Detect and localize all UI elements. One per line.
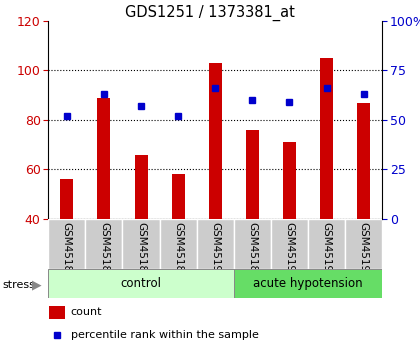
Text: percentile rank within the sample: percentile rank within the sample xyxy=(71,330,258,340)
Bar xyxy=(308,219,345,269)
Bar xyxy=(209,63,222,219)
Text: GSM45189: GSM45189 xyxy=(173,221,183,278)
Text: GSM45188: GSM45188 xyxy=(247,221,257,278)
Text: GSM45187: GSM45187 xyxy=(136,221,146,278)
Bar xyxy=(85,219,123,269)
Bar xyxy=(60,179,74,219)
Bar xyxy=(123,219,160,269)
Text: control: control xyxy=(121,277,162,290)
Text: GSM45191: GSM45191 xyxy=(322,221,331,278)
Bar xyxy=(172,175,185,219)
Text: GSM45192: GSM45192 xyxy=(359,221,369,278)
Bar xyxy=(134,155,147,219)
Bar xyxy=(97,98,110,219)
Text: GDS1251 / 1373381_at: GDS1251 / 1373381_at xyxy=(125,5,295,21)
Text: GSM45193: GSM45193 xyxy=(210,221,220,278)
Bar xyxy=(246,130,259,219)
Bar xyxy=(49,306,65,319)
Bar xyxy=(357,102,370,219)
Text: ▶: ▶ xyxy=(32,278,41,291)
Text: count: count xyxy=(71,307,102,317)
Bar xyxy=(345,219,382,269)
Text: GSM45184: GSM45184 xyxy=(62,221,72,278)
Bar xyxy=(234,269,382,298)
Bar xyxy=(234,219,271,269)
Bar xyxy=(283,142,296,219)
Bar xyxy=(320,58,333,219)
Text: GSM45190: GSM45190 xyxy=(284,221,294,278)
Text: stress: stress xyxy=(2,280,35,289)
Bar xyxy=(271,219,308,269)
Text: acute hypotension: acute hypotension xyxy=(253,277,363,290)
Bar xyxy=(48,269,234,298)
Bar xyxy=(197,219,234,269)
Bar xyxy=(160,219,197,269)
Bar xyxy=(48,219,85,269)
Text: GSM45186: GSM45186 xyxy=(99,221,109,278)
